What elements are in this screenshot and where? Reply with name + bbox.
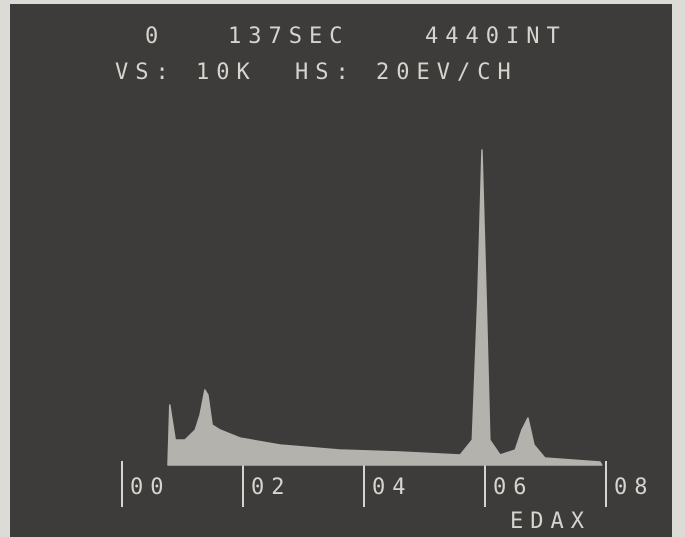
chart: 0 137SEC 4440INT VS: 10K HS: 20EV/CH EDAX 00 02… [0, 0, 685, 537]
header-text: HS: 20EV/CH [295, 60, 518, 85]
x-tick-label: 04 [372, 475, 413, 500]
header-text: 137SEC [228, 24, 349, 49]
header-text: 0 [145, 24, 165, 49]
x-tick-label: 02 [251, 475, 292, 500]
x-tick-label: 08 [614, 475, 655, 500]
x-tick-label: 06 [493, 475, 534, 500]
header-text: 4440INT [425, 24, 567, 49]
brand-label: EDAX [510, 509, 591, 534]
header-text: VS: 10K [115, 60, 257, 85]
x-tick-label: 00 [130, 475, 171, 500]
